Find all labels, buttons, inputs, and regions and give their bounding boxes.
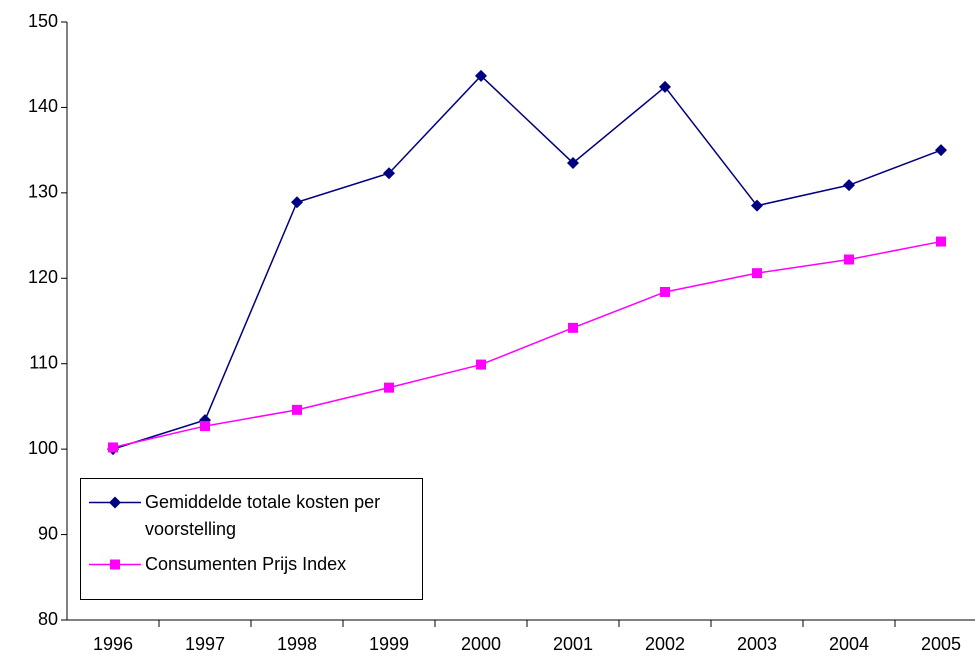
point [659, 80, 671, 93]
y-tick-label: 150 [28, 11, 58, 31]
y-tick-label: 100 [28, 438, 58, 458]
legend-label: Gemiddelde totale kosten per voorstellin… [145, 492, 381, 539]
x-tick-label: 1998 [277, 634, 317, 654]
x-tick-label: 2002 [645, 634, 685, 654]
point [108, 442, 118, 453]
point [936, 236, 946, 247]
point [568, 322, 578, 333]
point [751, 199, 763, 212]
x-tick-label: 2001 [553, 634, 593, 654]
point [110, 559, 120, 570]
series-line [112, 240, 942, 449]
point [384, 382, 394, 393]
point [383, 167, 395, 180]
series-line [112, 74, 942, 450]
point [752, 268, 762, 279]
x-tick-label: 1996 [93, 634, 133, 654]
point [844, 254, 854, 265]
y-tick-label: 130 [28, 182, 58, 202]
y-tick-label: 80 [38, 609, 58, 629]
point [291, 196, 303, 209]
y-tick-label: 90 [38, 523, 58, 543]
point [567, 156, 579, 169]
point [475, 69, 487, 82]
point [109, 496, 121, 509]
x-tick-label: 2005 [921, 634, 961, 654]
x-tick-label: 2000 [461, 634, 501, 654]
y-tick-label: 140 [28, 96, 58, 116]
y-tick-label: 110 [29, 352, 58, 372]
point [476, 359, 486, 370]
x-tick-label: 1997 [185, 634, 225, 654]
point [200, 421, 210, 432]
legend-icon [89, 559, 141, 570]
legend-icon [89, 496, 141, 509]
legend-label: Consumenten Prijs Index [145, 554, 347, 574]
point [292, 404, 302, 415]
x-tick-label: 2004 [829, 634, 869, 654]
legend: Gemiddelde totale kosten per voorstellin… [80, 478, 423, 600]
x-tick-label: 1999 [369, 634, 409, 654]
point [660, 286, 670, 297]
point [843, 179, 855, 192]
point [935, 144, 947, 157]
y-tick-label: 120 [28, 267, 58, 287]
x-tick-label: 2003 [737, 634, 777, 654]
